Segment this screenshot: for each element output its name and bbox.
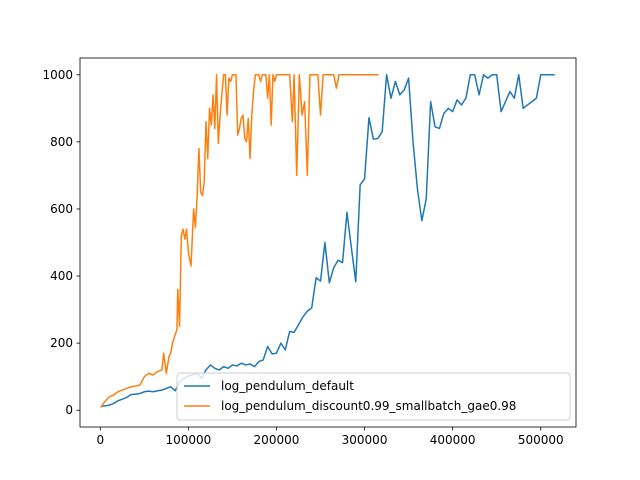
- x-tick-label: 400000: [430, 433, 476, 447]
- y-tick-label: 200: [50, 336, 73, 350]
- series-line-1: [100, 74, 379, 408]
- x-tick-label: 0: [96, 433, 104, 447]
- x-tick-label: 300000: [342, 433, 388, 447]
- legend-label-1: log_pendulum_discount0.99_smallbatch_gae…: [221, 399, 516, 413]
- axes-layer: 0 100000 200000 300000 400000 500000 0 200 400 60…: [42, 57, 577, 447]
- x-tick-label: 200000: [254, 433, 300, 447]
- y-tick-label: 0: [65, 403, 73, 417]
- y-tick-label: 1000: [42, 68, 73, 82]
- legend-box: [176, 372, 571, 421]
- legend: log_pendulum_default log_pendulum_discoun…: [176, 372, 571, 421]
- y-tick-label: 600: [50, 202, 73, 216]
- legend-label-0: log_pendulum_default: [221, 379, 354, 393]
- y-tick-label: 400: [50, 269, 73, 283]
- x-tick-label: 100000: [165, 433, 211, 447]
- y-tick-label: 800: [50, 135, 73, 149]
- x-tick-label: 500000: [518, 433, 564, 447]
- plot-frame: [79, 57, 577, 428]
